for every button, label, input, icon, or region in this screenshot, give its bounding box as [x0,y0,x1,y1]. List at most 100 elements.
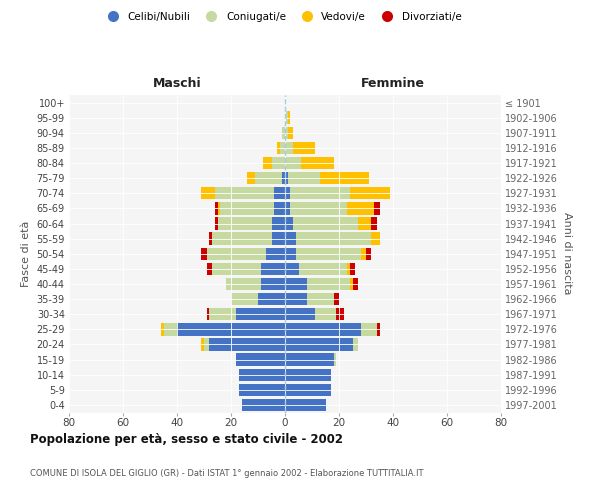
Y-axis label: Fasce di età: Fasce di età [21,220,31,287]
Bar [271,218,285,230]
Bar [371,232,380,245]
Bar [206,308,209,320]
Bar [209,338,285,350]
Bar [212,232,271,245]
Bar [220,202,274,214]
Bar [236,354,285,366]
Bar [277,142,280,154]
Bar [218,218,271,230]
Bar [209,232,212,245]
Bar [347,262,350,275]
Bar [202,187,215,200]
Bar [202,248,206,260]
Bar [177,323,285,336]
Bar [285,398,325,411]
Bar [215,187,274,200]
Bar [285,338,353,350]
Y-axis label: Anni di nascita: Anni di nascita [562,212,572,295]
Bar [299,262,347,275]
Text: Popolazione per età, sesso e stato civile - 2002: Popolazione per età, sesso e stato civil… [30,432,343,446]
Text: COMUNE DI ISOLA DEL GIGLIO (GR) - Dati ISTAT 1° gennaio 2002 - Elaborazione TUTT: COMUNE DI ISOLA DEL GIGLIO (GR) - Dati I… [30,469,424,478]
Bar [260,278,285,290]
Bar [307,293,334,306]
Bar [377,323,380,336]
Bar [285,142,293,154]
Bar [285,232,296,245]
Bar [271,232,285,245]
Bar [285,368,331,381]
Bar [231,293,258,306]
Bar [371,218,377,230]
Bar [260,262,285,275]
Bar [353,278,358,290]
Bar [206,248,266,260]
Bar [239,384,285,396]
Bar [266,248,285,260]
Bar [242,398,285,411]
Bar [337,308,344,320]
Text: Femmine: Femmine [361,78,425,90]
Bar [307,278,350,290]
Bar [283,126,285,139]
Bar [263,157,271,169]
Bar [206,262,212,275]
Bar [350,278,353,290]
Bar [212,262,260,275]
Bar [247,172,256,184]
Bar [226,278,260,290]
Bar [256,172,283,184]
Bar [215,218,218,230]
Bar [288,172,320,184]
Bar [285,126,288,139]
Bar [236,308,285,320]
Bar [285,293,307,306]
Bar [347,202,374,214]
Bar [288,112,290,124]
Bar [285,354,334,366]
Bar [274,187,285,200]
Bar [285,112,288,124]
Bar [288,126,293,139]
Bar [361,248,366,260]
Bar [366,248,371,260]
Legend: Celibi/Nubili, Coniugati/e, Vedovi/e, Divorziati/e: Celibi/Nubili, Coniugati/e, Vedovi/e, Di… [98,8,466,26]
Bar [353,338,358,350]
Bar [293,142,315,154]
Bar [334,293,339,306]
Bar [334,354,337,366]
Bar [301,157,334,169]
Bar [361,323,377,336]
Bar [285,157,301,169]
Bar [374,202,380,214]
Bar [285,323,361,336]
Bar [280,142,285,154]
Bar [271,157,285,169]
Bar [350,262,355,275]
Bar [296,232,371,245]
Bar [283,172,285,184]
Bar [290,202,347,214]
Bar [350,187,391,200]
Bar [218,202,220,214]
Bar [161,323,163,336]
Bar [358,218,371,230]
Bar [239,368,285,381]
Bar [320,172,369,184]
Bar [215,202,218,214]
Bar [285,172,288,184]
Bar [202,338,204,350]
Bar [209,308,236,320]
Bar [258,293,285,306]
Bar [290,187,350,200]
Bar [314,308,337,320]
Bar [285,308,314,320]
Bar [285,384,331,396]
Bar [285,218,293,230]
Bar [296,248,361,260]
Bar [285,187,290,200]
Bar [285,278,307,290]
Bar [285,262,299,275]
Bar [285,202,290,214]
Text: Maschi: Maschi [152,78,202,90]
Bar [293,218,358,230]
